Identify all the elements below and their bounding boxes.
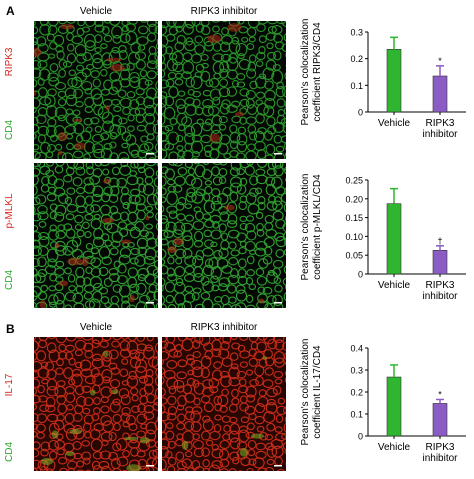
x-tick-label: Vehicle (378, 280, 411, 291)
scale-bar (274, 302, 282, 304)
y-tick-label: 0.2 (350, 388, 363, 398)
bar (387, 204, 401, 274)
significance-marker: † (437, 236, 442, 246)
micrograph-pmlkl-inhibitor (162, 163, 286, 308)
micrograph-texture (162, 21, 286, 159)
y-tick-label: 0.3 (350, 28, 363, 38)
x-tick-label: inhibitor (422, 129, 458, 140)
y-tick-label: 0.20 (345, 194, 363, 204)
scale-bar (274, 465, 282, 467)
y-tick-label: 0.25 (345, 176, 363, 186)
micrograph-texture (34, 163, 158, 308)
x-tick-label: Vehicle (378, 442, 411, 453)
significance-marker: * (438, 56, 442, 66)
x-tick-label: Vehicle (378, 118, 411, 129)
bar (387, 49, 401, 112)
y-axis-label: coefficient RIPK3/CD4 (312, 22, 323, 122)
bar (433, 250, 447, 274)
panel-letter-b: B (6, 322, 15, 336)
y-tick-label: 0.05 (345, 251, 363, 261)
stain-label-cd4: CD4 (4, 270, 15, 290)
bar (433, 403, 447, 436)
y-axis-label: Pearson's colocalization (300, 19, 311, 126)
micrograph-ripk3-inhibitor (162, 21, 286, 159)
micrograph-texture (34, 21, 158, 159)
stain-label-cd4: CD4 (4, 120, 15, 140)
scale-bar (274, 153, 282, 155)
y-axis-label: coefficient IL-17/CD4 (312, 345, 323, 439)
y-tick-label: 0.15 (345, 213, 363, 223)
x-tick-label: inhibitor (422, 291, 458, 302)
stain-label-il17: IL-17 (4, 374, 15, 397)
panel-letter-a: A (6, 4, 15, 18)
y-tick-label: 0.1 (350, 81, 363, 91)
column-header-ripk3-inhibitor: RIPK3 inhibitor (162, 6, 286, 17)
column-header-vehicle-b: Vehicle (34, 322, 158, 333)
y-tick-label: 0.1 (350, 410, 363, 420)
y-tick-label: 0 (358, 432, 363, 442)
y-axis-label: Pearson's colocalization (300, 174, 311, 281)
stain-label-ripk3: RIPK3 (4, 48, 15, 77)
scale-bar (146, 302, 154, 304)
micrograph-texture (34, 337, 158, 471)
row-label-ripk3-cd4: CD4 RIPK3 (4, 48, 15, 140)
y-tick-label: 0.2 (350, 54, 363, 64)
x-tick-label: RIPK3 (426, 118, 455, 129)
column-header-vehicle: Vehicle (34, 6, 158, 17)
bar (387, 377, 401, 436)
scale-bar (146, 465, 154, 467)
stain-label-pmlkl: p-MLKL (4, 193, 15, 228)
column-header-ripk3-inhibitor-b: RIPK3 inhibitor (162, 322, 286, 333)
y-tick-label: 0.3 (350, 366, 363, 376)
row-label-il17-cd4: CD4 IL-17 (4, 374, 15, 462)
x-tick-label: inhibitor (422, 453, 458, 464)
micrograph-background (162, 21, 286, 159)
y-tick-label: 0.4 (350, 344, 363, 354)
micrograph-texture (162, 337, 286, 471)
micrograph-pmlkl-vehicle (34, 163, 158, 308)
micrograph-il17-inhibitor (162, 337, 286, 471)
y-tick-label: 0.10 (345, 232, 363, 242)
y-axis-label: coefficient p-MLKL/CD4 (312, 174, 323, 280)
micrograph-il17-vehicle (34, 337, 158, 471)
micrograph-texture (162, 163, 286, 308)
row-label-pmlkl-cd4: CD4 p-MLKL (4, 193, 15, 290)
scale-bar (146, 153, 154, 155)
x-tick-label: RIPK3 (426, 280, 455, 291)
bar (433, 76, 447, 112)
y-tick-label: 0 (358, 108, 363, 118)
significance-marker: * (438, 389, 442, 399)
y-tick-label: 0 (358, 270, 363, 280)
stain-label-cd4: CD4 (4, 442, 15, 462)
x-tick-label: RIPK3 (426, 442, 455, 453)
micrograph-ripk3-vehicle (34, 21, 158, 159)
y-axis-label: Pearson's colocalization (300, 339, 311, 446)
